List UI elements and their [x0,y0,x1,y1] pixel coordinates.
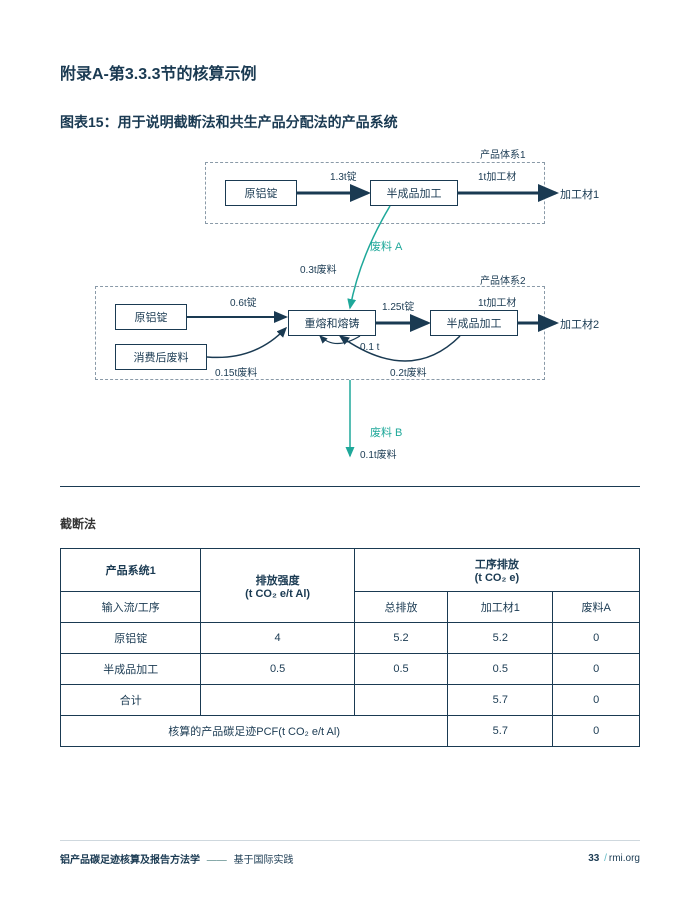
page-footer: 铝产品碳足迹核算及报告方法学 —— 基于国际实践 33 /rmi.org [60,840,640,866]
footer-subtitle: 基于国际实践 [234,855,294,866]
footer-sep: —— [207,855,227,866]
table-row: 合计 5.7 0 [61,685,640,716]
cell-int: 0.5 [201,654,354,685]
cell-p1: 0.5 [448,654,553,685]
sub-inputflow: 输入流/工序 [61,592,201,623]
edge-1t-prod2: 1t加工材 [478,294,516,309]
divider [60,486,640,487]
appendix-title: 附录A-第3.3.3节的核算示例 [60,60,640,84]
system2-label: 产品体系2 [480,272,526,287]
table-header-row: 产品系统1 排放强度 (t CO₂ e/t Al) 工序排放 (t CO₂ e) [61,549,640,592]
emissions-table: 产品系统1 排放强度 (t CO₂ e/t Al) 工序排放 (t CO₂ e)… [60,548,640,747]
edge-0-15t: 0.15t废料 [215,364,257,379]
cell-total: 0.5 [354,654,448,685]
edge-0-2t: 0.2t废料 [390,364,427,379]
edge-0-6t: 0.6t锭 [230,294,257,309]
system1-label: 产品体系1 [480,146,526,161]
intensity-label: 排放强度 [256,575,300,587]
edge-0-1t-scrap: 0.1t废料 [360,446,397,461]
edge-1t-prod1: 1t加工材 [478,168,516,183]
pcf-p1: 5.7 [448,716,553,747]
emissions-label: 工序排放 [475,559,519,571]
node-product-2: 加工材2 [560,316,599,332]
footer-left: 铝产品碳足迹核算及报告方法学 —— 基于国际实践 [60,851,294,866]
cell-scrap: 0 [553,654,640,685]
page: 附录A-第3.3.3节的核算示例 图表15：用于说明截断法和共生产品分配法的产品… [0,0,700,906]
emissions-unit: (t CO₂ e) [475,572,520,584]
scrap-b-label: 废料 B [370,424,402,440]
cell-p1: 5.7 [448,685,553,716]
cell-total: 5.2 [354,623,448,654]
node-al-ingot-2: 原铝锭 [115,304,187,330]
cell-name: 原铝锭 [61,623,201,654]
intensity-unit: (t CO₂ e/t Al) [245,588,310,600]
sub-total: 总排放 [354,592,448,623]
sub-p1: 加工材1 [448,592,553,623]
footer-doc-title: 铝产品碳足迹核算及报告方法学 [60,855,200,866]
table-row: 半成品加工 0.5 0.5 0.5 0 [61,654,640,685]
pcf-label: 核算的产品碳足迹PCF(t CO₂ e/t Al) [61,716,448,747]
cell-total [354,685,448,716]
method-title: 截断法 [60,515,640,532]
scrap-a-label: 废料 A [370,238,402,254]
edge-0-3t: 0.3t废料 [300,261,337,276]
cell-scrap: 0 [553,685,640,716]
chart-title: 图表15：用于说明截断法和共生产品分配法的产品系统 [60,112,640,132]
col-emissions: 工序排放 (t CO₂ e) [354,549,639,592]
cell-int [201,685,354,716]
edge-1-25t: 1.25t锭 [382,298,414,313]
edge-0-1t: 0.1 t [360,342,379,353]
edge-1-3t: 1.3t锭 [330,168,357,183]
col-system: 产品系统1 [61,549,201,592]
cell-name: 合计 [61,685,201,716]
node-postconsumer: 消费后废料 [115,344,207,370]
pcf-scrap: 0 [553,716,640,747]
table-row: 原铝锭 4 5.2 5.2 0 [61,623,640,654]
slash-icon: / [604,853,607,864]
footer-right: 33 /rmi.org [588,853,640,864]
node-product-1: 加工材1 [560,186,599,202]
cell-name: 半成品加工 [61,654,201,685]
cell-p1: 5.2 [448,623,553,654]
node-remelt: 重熔和熔铸 [288,310,376,336]
node-al-ingot-1: 原铝锭 [225,180,297,206]
node-semi-1: 半成品加工 [370,180,458,206]
flow-diagram: 产品体系1 原铝锭 半成品加工 加工材1 1.3t锭 1t加工材 废料 A 0.… [60,146,620,476]
table-pcf-row: 核算的产品碳足迹PCF(t CO₂ e/t Al) 5.7 0 [61,716,640,747]
sub-scrapA: 废料A [553,592,640,623]
footer-site: rmi.org [609,853,640,864]
cell-int: 4 [201,623,354,654]
page-number: 33 [588,853,599,864]
col-intensity: 排放强度 (t CO₂ e/t Al) [201,549,354,623]
node-semi-2: 半成品加工 [430,310,518,336]
cell-scrap: 0 [553,623,640,654]
